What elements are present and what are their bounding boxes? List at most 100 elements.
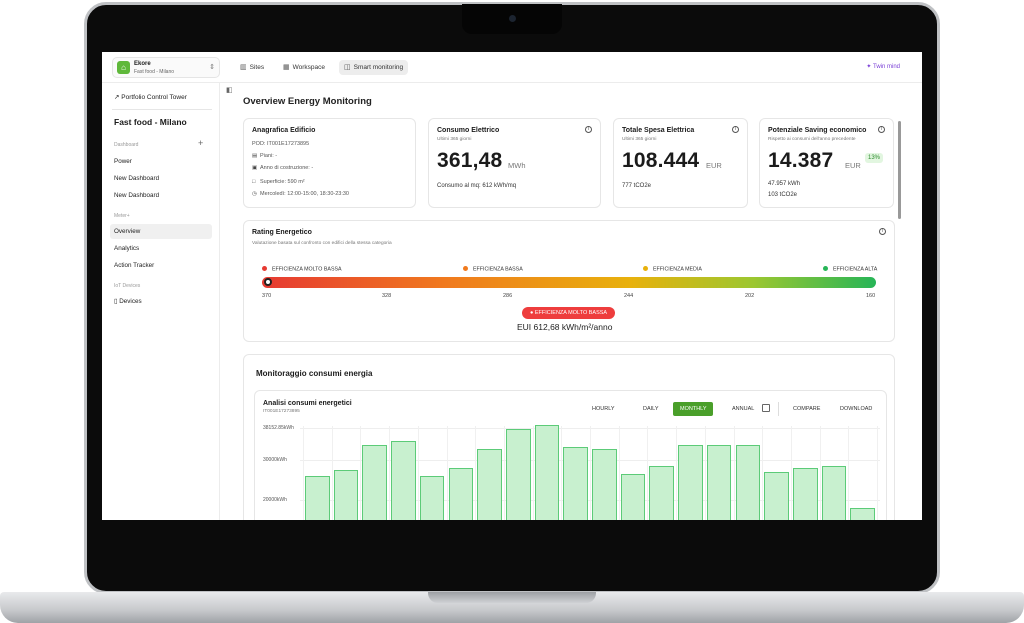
sidebar-item-new-dashboard-2[interactable]: New Dashboard [114,192,160,199]
tab-smart-monitoring[interactable]: ◫ Smart monitoring [339,60,409,75]
info-icon[interactable]: i [732,126,739,133]
site-selector[interactable]: ⌂ Ekore Fast food - Milano ⇕ [112,57,220,78]
brand-name: Ekore [134,61,151,67]
card-title: Rating Energetico [252,229,312,236]
divider [112,109,212,110]
info-icon[interactable]: i [585,126,592,133]
compare-button[interactable]: COMPARE [793,406,821,412]
add-dashboard-icon[interactable]: + [198,138,204,148]
legend-low: EFFICIENZA BASSA [463,266,523,273]
legend-dot [823,266,828,271]
vertical-gridline [446,426,448,520]
main-content: ◧ Overview Energy Monitoring Anagrafica … [222,83,922,520]
hours-row: ◷ Mercoledì: 12:00-15:00, 18:30-23:30 [252,191,349,197]
top-bar: ⌂ Ekore Fast food - Milano ⇕ ▥ Sites ▦ Wor… [102,52,922,83]
download-button[interactable]: DOWNLOAD [840,406,873,412]
vertical-gridline [561,426,563,520]
chart-bar[interactable] [792,468,818,520]
section-dashboard: Dashboard [114,142,139,148]
annual-button[interactable]: ANNUAL [732,406,755,412]
vertical-gridline [848,426,850,520]
twin-mind-button[interactable]: ✦ Twin mind [866,64,900,70]
sidebar-item-overview[interactable]: Overview [110,224,212,239]
ekore-logo-icon: ⌂ [117,61,130,74]
vertical-gridline [618,426,620,520]
vertical-gridline [590,426,591,520]
hourly-button[interactable]: HOURLY [592,406,615,412]
chart-subtitle: IT001E17273895 [263,409,300,414]
chart-bar[interactable] [391,440,416,520]
chart-bar[interactable] [592,448,617,520]
legend-dot [262,266,267,271]
chart-bar[interactable] [419,476,445,520]
sidebar-item-analytics[interactable]: Analytics [114,245,140,252]
tab-sites[interactable]: ▥ Sites [240,64,265,71]
calendar-icon[interactable] [762,404,770,412]
chart-bar[interactable] [534,424,560,520]
rating-tick: 328 [382,293,392,299]
sidebar-item-new-dashboard[interactable]: New Dashboard [114,175,160,182]
rating-gradient-bar [262,277,876,288]
chart-bar[interactable] [563,446,588,520]
chart-bar[interactable] [477,448,502,520]
chart-bar[interactable] [764,472,789,520]
floors-row: ▤ Piani: - [252,153,278,159]
chart-bar[interactable] [850,508,875,520]
card-title: Potenziale Saving economico [768,127,867,134]
legend-medium: EFFICIENZA MEDIA [643,266,702,273]
consumption-unit: MWh [508,161,526,170]
saving-unit: EUR [845,161,861,170]
vertical-gridline [503,426,505,520]
card-subtitle: Rispetto ai consumi dell'anno precedente [768,137,856,142]
sidebar-item-power[interactable]: Power [114,158,132,165]
info-icon[interactable]: i [879,228,886,235]
surface-row: □ Superficie: 590 m² [252,179,305,185]
saving-badge: 13% [864,153,883,163]
consumption-detail: Consumo al mq: 612 kWh/mq [437,183,517,189]
tab-workspace[interactable]: ▦ Workspace [283,64,326,71]
chart-bar[interactable] [505,428,531,520]
chart-bar[interactable] [362,444,388,520]
portfolio-link[interactable]: ↗ Portfolio Control Tower [114,94,187,101]
energy-analysis-panel: Analisi consumi energetici IT001E1727389… [254,390,887,520]
vertical-gridline [417,426,419,520]
vertical-gridline [762,426,764,520]
legend-dot [463,266,468,271]
vertical-gridline [532,426,534,520]
chart-bar[interactable] [305,476,330,520]
laptop-opening-notch [428,592,596,603]
page-scrollbar[interactable] [898,121,901,219]
calendar-icon: ▣ [252,165,258,171]
chart-bar[interactable] [821,466,847,520]
chart-bar[interactable] [333,470,359,520]
vertical-gridline [819,426,821,520]
app-screen: ⌂ Ekore Fast food - Milano ⇕ ▥ Sites ▦ Wor… [102,52,922,520]
device-icon: ▯ [114,298,120,305]
legend-high: EFFICIENZA ALTA [823,266,877,273]
card-title: Consumo Elettrico [437,127,500,134]
card-title: Totale Spesa Elettrica [622,127,695,134]
daily-button[interactable]: DAILY [643,406,659,412]
section-iot-devices: IoT Devices [114,283,141,289]
monthly-button[interactable]: MONTHLY [673,402,714,416]
chart-bar[interactable] [620,474,646,520]
chart-bar[interactable] [735,444,761,520]
vertical-gridline [877,426,878,520]
sidebar-item-action-tracker[interactable]: Action Tracker [114,262,155,269]
sidebar-toggle-icon[interactable]: ◧ [226,87,233,94]
eui-value: EUI 612,68 kWh/m²/anno [517,322,613,332]
sidebar-item-devices[interactable]: ▯ Devices [114,298,142,305]
spending-value: 108.444 [622,149,700,172]
chart-bar[interactable] [706,444,732,520]
sparkle-icon: ✦ [866,64,873,70]
chart-bar[interactable] [649,466,675,520]
info-icon[interactable]: i [878,126,885,133]
spending-card: Totale Spesa Elettrica Ultimi 365 giorni… [613,118,748,208]
rating-tick: 160 [866,293,876,299]
workspace-icon: ▦ [283,64,290,71]
card-subtitle: Valutazione basata sul confronto con edi… [252,241,392,246]
year-row: ▣ Anno di costruzione: - [252,165,314,171]
chart-bar[interactable] [678,444,703,520]
chart-bar[interactable] [448,468,474,520]
